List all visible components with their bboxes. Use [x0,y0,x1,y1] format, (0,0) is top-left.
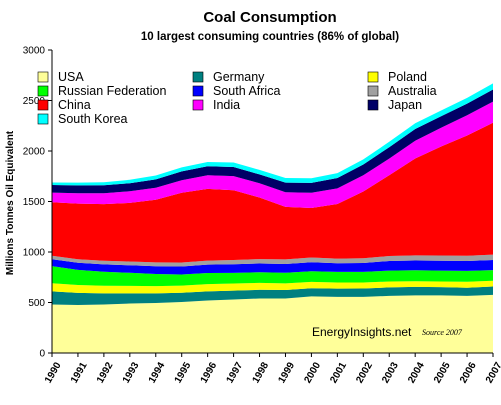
y-tick-label: 2500 [23,96,46,107]
legend-item-russian-federation: Russian Federation [37,84,166,98]
x-tick-label: 1992 [95,360,116,385]
legend: USA Germany Poland Russian Federation South … [37,70,437,126]
area-india [52,101,493,208]
area-japan [52,89,493,194]
legend-swatch [367,85,379,97]
x-tick-label: 1999 [276,360,297,385]
x-tick-label: 1997 [225,360,246,385]
watermark: EnergyInsights.net [312,325,412,339]
y-axis-label: Millions Tonnes Oil Equivalent [5,130,16,275]
area-germany [52,286,493,305]
legend-label: Poland [388,70,427,84]
legend-swatch [37,85,49,97]
source-note: Source 2007 [422,328,463,337]
area-south-korea [52,83,493,186]
y-tick-label: 500 [28,298,45,309]
legend-item-japan: Japan [367,98,422,112]
legend-item-usa: USA [37,70,84,84]
x-tick-label: 1990 [43,360,64,385]
area-poland [52,280,493,294]
y-tick-label: 0 [39,349,45,360]
legend-label: Japan [388,98,422,112]
x-tick-label: 1993 [121,360,142,385]
legend-swatch [37,99,49,111]
legend-item-australia: Australia [367,84,437,98]
x-tick-label: 2006 [458,360,479,385]
legend-swatch [192,99,204,111]
chart-title: Coal Consumption [203,9,336,26]
legend-label: Australia [388,84,437,98]
area-usa [52,294,493,353]
x-tick-label: 1996 [199,360,220,385]
x-tick-label: 1998 [251,360,272,385]
y-tick-label: 1500 [23,197,46,208]
y-tick-labels: 0 500 1000 1500 2000 2500 3000 [23,46,52,360]
legend-swatch [37,113,49,125]
legend-item-south-korea: South Korea [37,112,128,126]
legend-swatch [367,71,379,83]
chart-subtitle: 10 largest consuming countries (86% of g… [141,31,399,43]
area-australia [52,254,493,267]
legend-label: Russian Federation [58,84,166,98]
x-tick-labels: 1990 1991 1992 1993 1994 1995 1996 1997 1998 1999… [43,353,501,385]
legend-label: China [58,98,91,112]
legend-item-south-africa: South Africa [192,84,280,98]
legend-label: USA [58,70,84,84]
area-china [52,122,493,263]
legend-label: South Africa [213,84,280,98]
x-tick-label: 2005 [432,360,453,385]
x-tick-label: 2002 [354,360,375,385]
area-south-africa [52,259,493,275]
legend-swatch [192,71,204,83]
legend-label: South Korea [58,112,128,126]
y-tick-label: 3000 [23,46,46,57]
area-layers [52,83,493,353]
x-tick-label: 1991 [69,360,90,385]
legend-item-germany: Germany [192,70,265,84]
x-tick-label: 1994 [147,360,168,385]
legend-item-poland: Poland [367,70,427,84]
legend-item-india: India [192,98,240,112]
x-tick-label: 2003 [380,360,401,385]
legend-swatch [37,71,49,83]
legend-label: Germany [213,70,265,84]
legend-swatch [192,85,204,97]
y-tick-label: 2000 [23,147,46,158]
x-tick-label: 2001 [328,360,349,385]
y-tick-label: 1000 [23,248,46,259]
legend-label: India [213,98,240,112]
x-tick-label: 2007 [484,360,501,385]
area-russian-federation [52,266,493,287]
x-tick-label: 2000 [302,360,323,385]
x-tick-label: 2004 [406,360,427,385]
x-tick-label: 1995 [173,360,194,385]
legend-swatch [367,99,379,111]
legend-item-china: China [37,98,91,112]
